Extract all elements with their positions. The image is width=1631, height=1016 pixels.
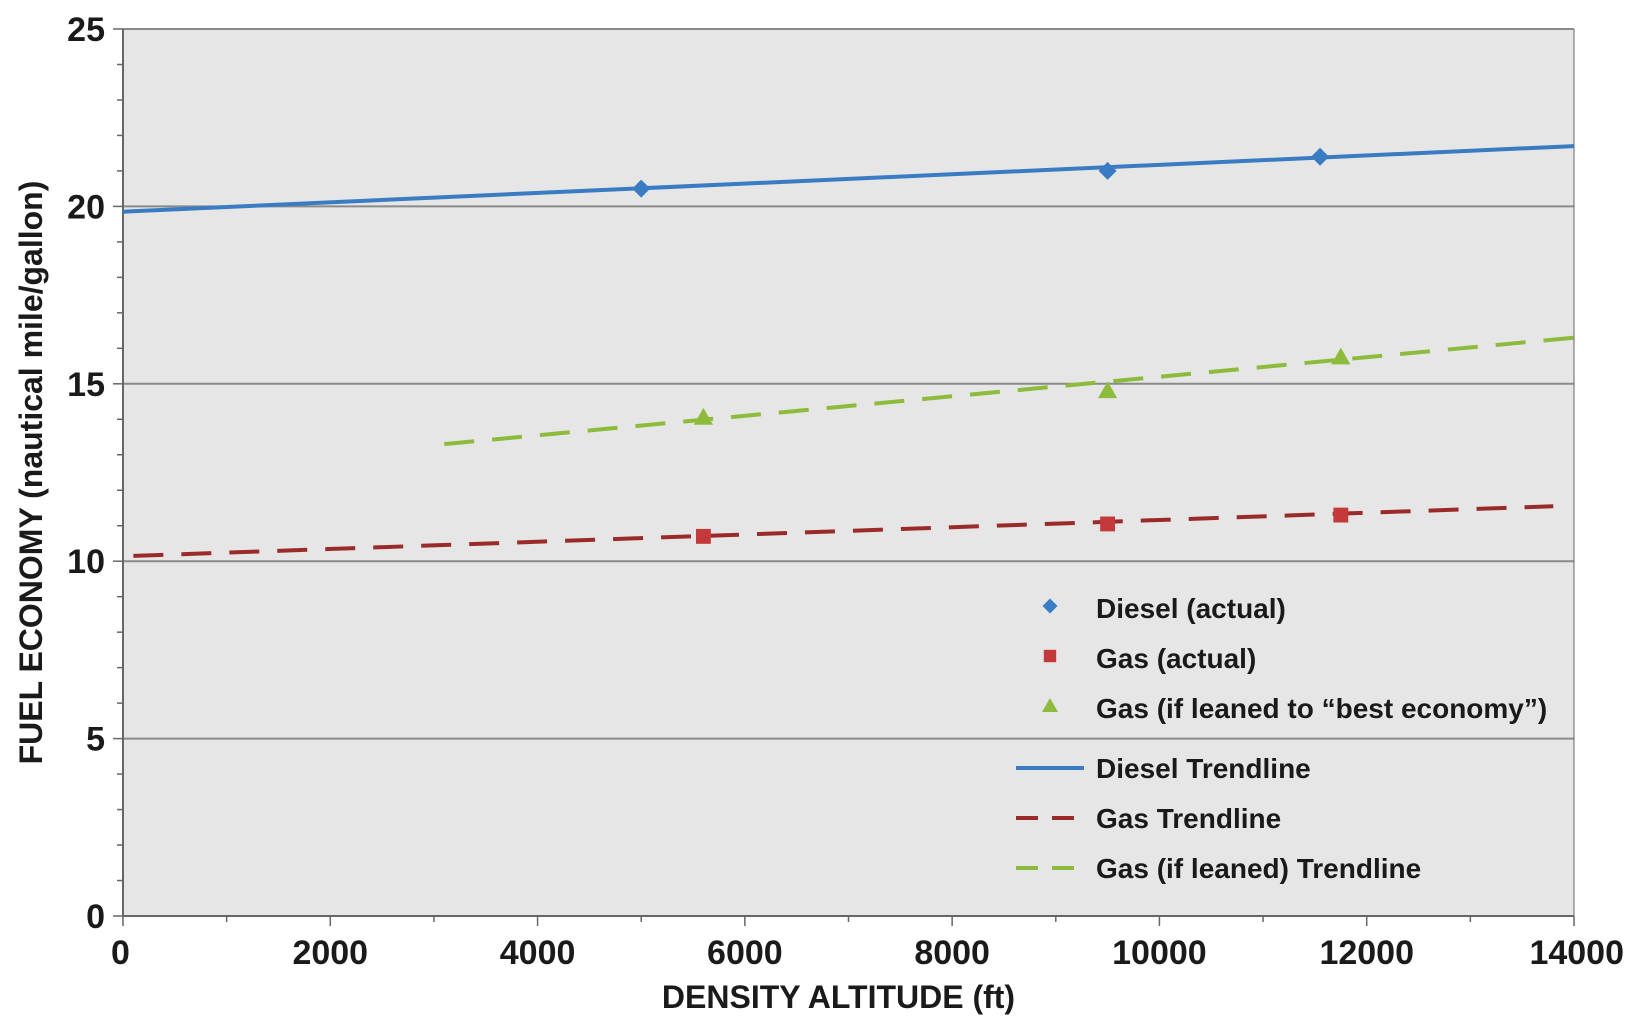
legend-marker-diamond — [1042, 598, 1058, 614]
gridlines — [123, 28, 1574, 740]
legend-label: Diesel Trendline — [1096, 753, 1311, 784]
x-tick-label: 4000 — [500, 934, 576, 972]
data-point-diamond-2 — [1311, 147, 1330, 166]
legend-label: Gas (actual) — [1096, 643, 1256, 674]
legend-marker-triangle — [1042, 698, 1058, 712]
y-axis-title: FUEL ECONOMY (nautical mile/gallon) — [13, 181, 49, 765]
data-point-diamond-1 — [1098, 161, 1117, 180]
legend-label: Gas (if leaned to “best economy”) — [1096, 693, 1547, 724]
legend-label: Diesel (actual) — [1096, 593, 1286, 624]
data-point-triangle-0 — [693, 407, 713, 425]
x-tick-label: 2000 — [292, 934, 368, 972]
data-point-square-1 — [1100, 516, 1116, 532]
data-point-diamond-0 — [632, 179, 651, 198]
y-tick-label: 10 — [67, 543, 105, 581]
x-tick-label: 0 — [111, 934, 130, 972]
y-tick-label: 0 — [86, 898, 105, 936]
y-tick-label: 20 — [67, 188, 105, 226]
legend-label: Gas (if leaned) Trendline — [1096, 853, 1421, 884]
x-axis-title: DENSITY ALTITUDE (ft) — [662, 979, 1015, 1015]
tick-labels: 0 5 10 15 20 25 0 2000 4000 6000 8000 10000 12000 140… — [67, 11, 1624, 972]
x-tick-label: 6000 — [707, 934, 783, 972]
data-point-triangle-1 — [1098, 381, 1118, 399]
trendlines — [122, 144, 1575, 558]
y-tick-label: 5 — [86, 721, 105, 759]
data-point-triangle-2 — [1331, 347, 1351, 365]
legend-marker-square — [1043, 649, 1057, 663]
legend: Diesel (actual) Gas (actual) Gas (if leane… — [1016, 593, 1547, 884]
x-tick-label: 12000 — [1319, 934, 1414, 972]
y-tick-label: 25 — [67, 11, 105, 49]
x-tick-label: 8000 — [914, 934, 990, 972]
legend-label: Gas Trendline — [1096, 803, 1281, 834]
data-points — [632, 147, 1351, 544]
x-tick-label: 14000 — [1529, 934, 1624, 972]
plot-area — [123, 29, 1574, 916]
data-point-square-0 — [695, 528, 711, 544]
x-tick-label: 10000 — [1112, 934, 1207, 972]
axes — [113, 28, 1575, 926]
y-tick-label: 15 — [67, 366, 105, 404]
trendline-diesel-trendline — [122, 144, 1575, 214]
data-point-square-2 — [1333, 507, 1349, 523]
